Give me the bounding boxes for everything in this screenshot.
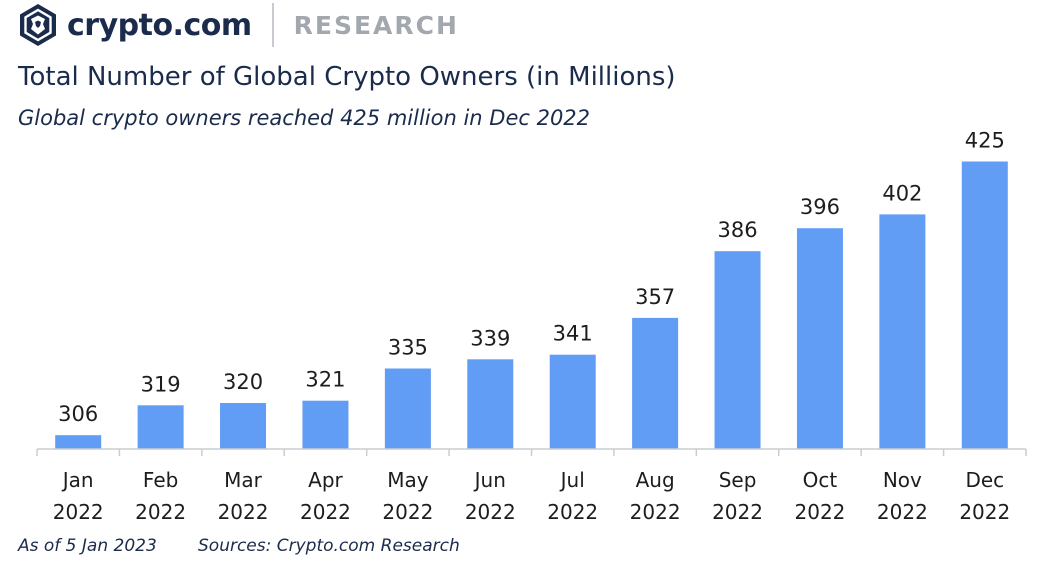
x-tick-label-year: 2022 (547, 500, 598, 524)
header-divider (271, 3, 274, 47)
x-tick-label-year: 2022 (465, 500, 516, 524)
data-label: 335 (388, 336, 428, 360)
bar (137, 405, 184, 449)
x-tick-label-year: 2022 (218, 500, 269, 524)
bar (302, 400, 349, 449)
x-tick-label-month: Aug (636, 468, 675, 492)
x-tick-label-month: Nov (883, 468, 922, 492)
brand-name: crypto.com (67, 7, 252, 43)
data-label: 319 (141, 372, 181, 396)
x-tick-label-year: 2022 (712, 500, 763, 524)
bar (549, 354, 596, 449)
as-of-note: As of 5 Jan 2023 (18, 536, 157, 556)
bar (796, 228, 843, 449)
data-label: 357 (635, 285, 675, 309)
x-tick-label-year: 2022 (795, 500, 846, 524)
bar (467, 359, 514, 449)
bar (714, 251, 761, 449)
x-tick-label-month: Sep (719, 468, 757, 492)
bar (384, 368, 431, 449)
x-tick-label-year: 2022 (630, 500, 681, 524)
data-label: 402 (882, 181, 922, 205)
x-tick-label-month: Jan (61, 468, 94, 492)
x-tick-label-year: 2022 (53, 500, 104, 524)
data-label: 396 (800, 195, 840, 219)
crypto-com-lion-logo-icon (20, 4, 56, 46)
x-tick-label-month: Apr (308, 468, 343, 492)
x-tick-label-month: Jul (559, 468, 585, 492)
chart-subtitle: Global crypto owners reached 425 million… (18, 106, 591, 130)
bar (220, 403, 267, 449)
data-label: 320 (223, 370, 263, 394)
data-label: 341 (553, 322, 593, 346)
x-tick-label-year: 2022 (382, 500, 433, 524)
x-tick-label-year: 2022 (135, 500, 186, 524)
x-tick-label-month: May (387, 468, 429, 492)
x-tick-label-year: 2022 (877, 500, 928, 524)
section-label: RESEARCH (293, 10, 459, 40)
data-label: 321 (305, 368, 345, 392)
bar (632, 317, 679, 449)
bar (55, 435, 102, 449)
data-label: 339 (470, 326, 510, 350)
bar (961, 161, 1008, 449)
bar (879, 214, 926, 449)
x-tick-label-year: 2022 (300, 500, 351, 524)
chart-title: Total Number of Global Crypto Owners (in… (18, 62, 676, 92)
sources-note: Sources: Crypto.com Research (198, 536, 460, 556)
header: crypto.com RESEARCH (18, 2, 459, 48)
x-tick-label-year: 2022 (959, 500, 1010, 524)
data-label: 425 (965, 129, 1005, 153)
x-tick-label-month: Feb (143, 468, 178, 492)
data-label: 386 (717, 218, 757, 242)
data-label: 306 (58, 402, 98, 426)
x-tick-label-month: Dec (965, 468, 1004, 492)
x-tick-label-month: Jun (473, 468, 506, 492)
x-tick-label-month: Mar (224, 468, 263, 492)
x-tick-label-month: Oct (803, 468, 838, 492)
